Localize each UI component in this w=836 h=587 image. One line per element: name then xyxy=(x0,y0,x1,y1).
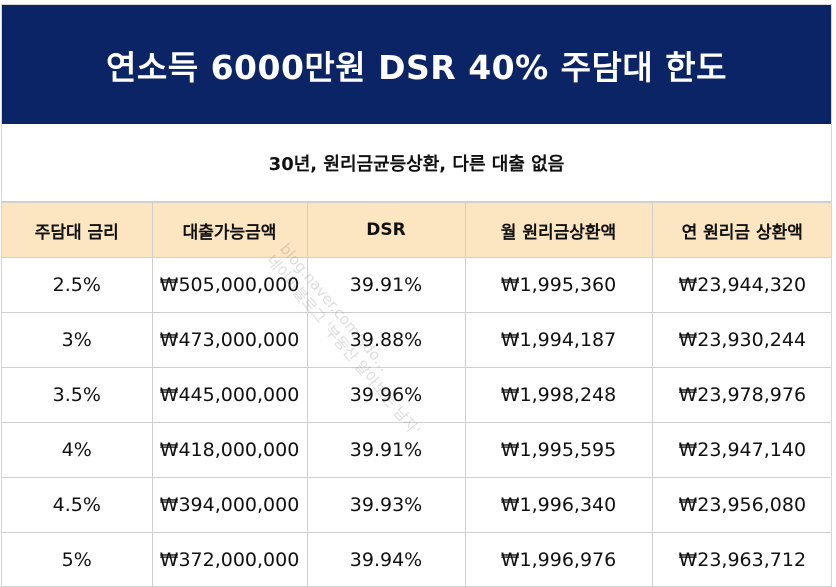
cell-annual-payment: ₩23,947,140 xyxy=(651,422,831,478)
table-row: 4% ₩418,000,000 39.91% ₩1,995,595 ₩23,94… xyxy=(2,422,831,478)
cell-monthly-payment: ₩1,998,248 xyxy=(464,367,653,423)
cell-annual-payment: ₩23,963,712 xyxy=(651,532,831,586)
header-dsr: DSR xyxy=(306,202,466,258)
cell-rate: 3% xyxy=(2,312,153,368)
cell-monthly-payment: ₩1,995,595 xyxy=(464,422,653,478)
page-title: 연소득 6000만원 DSR 40% 주담대 한도 xyxy=(106,47,727,87)
header-annual-payment: 연 원리금 상환액 xyxy=(651,202,831,258)
cell-loan-amount: ₩473,000,000 xyxy=(151,312,308,368)
cell-rate: 5% xyxy=(2,532,153,586)
table-header-row: 주담대 금리 대출가능금액 DSR 월 원리금상환액 연 원리금 상환액 xyxy=(2,202,831,258)
cell-dsr: 39.88% xyxy=(306,312,466,368)
cell-loan-amount: ₩505,000,000 xyxy=(151,257,308,313)
cell-monthly-payment: ₩1,994,187 xyxy=(464,312,653,368)
table-row: 4.5% ₩394,000,000 39.93% ₩1,996,340 ₩23,… xyxy=(2,477,831,533)
cell-dsr: 39.94% xyxy=(306,532,466,586)
cell-rate: 3.5% xyxy=(2,367,153,423)
subtitle: 30년, 원리금균등상환, 다른 대출 없음 xyxy=(2,124,831,202)
cell-annual-payment: ₩23,978,976 xyxy=(651,367,831,423)
header-rate: 주담대 금리 xyxy=(2,202,153,258)
loan-limit-table: 주담대 금리 대출가능금액 DSR 월 원리금상환액 연 원리금 상환액 2.5… xyxy=(2,202,831,586)
table-row: 3% ₩473,000,000 39.88% ₩1,994,187 ₩23,93… xyxy=(2,312,831,368)
cell-annual-payment: ₩23,944,320 xyxy=(651,257,831,313)
cell-loan-amount: ₩418,000,000 xyxy=(151,422,308,478)
table-row: 2.5% ₩505,000,000 39.91% ₩1,995,360 ₩23,… xyxy=(2,257,831,313)
cell-dsr: 39.91% xyxy=(306,257,466,313)
cell-monthly-payment: ₩1,996,976 xyxy=(464,532,653,586)
title-bar: 연소득 6000만원 DSR 40% 주담대 한도 xyxy=(2,5,831,124)
cell-dsr: 39.96% xyxy=(306,367,466,423)
cell-dsr: 39.91% xyxy=(306,422,466,478)
loan-table-card: 연소득 6000만원 DSR 40% 주담대 한도 30년, 원리금균등상환, … xyxy=(1,4,832,587)
header-monthly-payment: 월 원리금상환액 xyxy=(464,202,653,258)
cell-monthly-payment: ₩1,995,360 xyxy=(464,257,653,313)
cell-dsr: 39.93% xyxy=(306,477,466,533)
header-loan-amount: 대출가능금액 xyxy=(151,202,308,258)
cell-annual-payment: ₩23,956,080 xyxy=(651,477,831,533)
cell-monthly-payment: ₩1,996,340 xyxy=(464,477,653,533)
cell-rate: 4.5% xyxy=(2,477,153,533)
cell-loan-amount: ₩394,000,000 xyxy=(151,477,308,533)
cell-rate: 2.5% xyxy=(2,257,153,313)
cell-loan-amount: ₩445,000,000 xyxy=(151,367,308,423)
table-row: 5% ₩372,000,000 39.94% ₩1,996,976 ₩23,96… xyxy=(2,532,831,586)
cell-rate: 4% xyxy=(2,422,153,478)
cell-loan-amount: ₩372,000,000 xyxy=(151,532,308,586)
table-row: 3.5% ₩445,000,000 39.96% ₩1,998,248 ₩23,… xyxy=(2,367,831,423)
cell-annual-payment: ₩23,930,244 xyxy=(651,312,831,368)
